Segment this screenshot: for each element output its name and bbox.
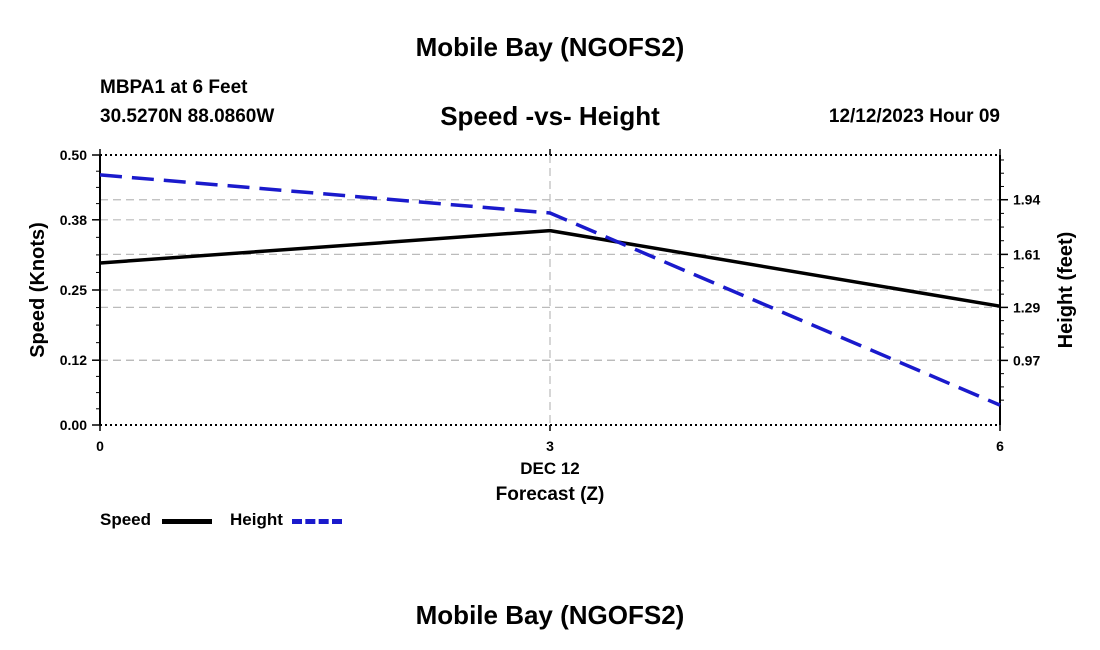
left-tick-label: 0.12 <box>60 352 87 368</box>
main-title: Mobile Bay (NGOFS2) <box>415 32 685 62</box>
right-tick-label: 0.97 <box>1013 352 1040 368</box>
x-tick-label: 6 <box>996 438 1004 454</box>
chart-title: Speed -vs- Height <box>440 101 660 131</box>
left-tick-label: 0.25 <box>60 282 87 298</box>
x-date-label: DEC 12 <box>520 459 580 478</box>
right-tick-label: 1.29 <box>1013 299 1040 315</box>
x-tick-label: 3 <box>546 438 554 454</box>
left-tick-label: 0.00 <box>60 417 87 433</box>
date-label: 12/12/2023 Hour 09 <box>828 106 1000 127</box>
station-label: MBPA1 at 6 Feet <box>100 77 248 98</box>
legend-height-swatch <box>292 519 342 524</box>
legend-speed-swatch <box>162 519 212 524</box>
series-speed-line <box>99 228 1001 308</box>
legend-height-label: Height <box>230 510 283 529</box>
left-tick-label: 0.38 <box>60 212 87 228</box>
x-axis-label: Forecast (Z) <box>496 484 605 505</box>
coordinates-label: 30.5270N 88.0860W <box>100 106 275 127</box>
legend-speed-label: Speed <box>100 510 152 529</box>
left-axis-label: Speed (Knots) <box>27 222 49 358</box>
footer-title: Mobile Bay (NGOFS2) <box>415 600 685 630</box>
x-tick-label: 0 <box>96 438 104 454</box>
left-tick-label: 0.50 <box>60 147 87 163</box>
right-tick-label: 1.61 <box>1013 246 1040 262</box>
right-axis-label: Height (feet) <box>1055 232 1077 349</box>
right-tick-label: 1.94 <box>1013 192 1040 208</box>
